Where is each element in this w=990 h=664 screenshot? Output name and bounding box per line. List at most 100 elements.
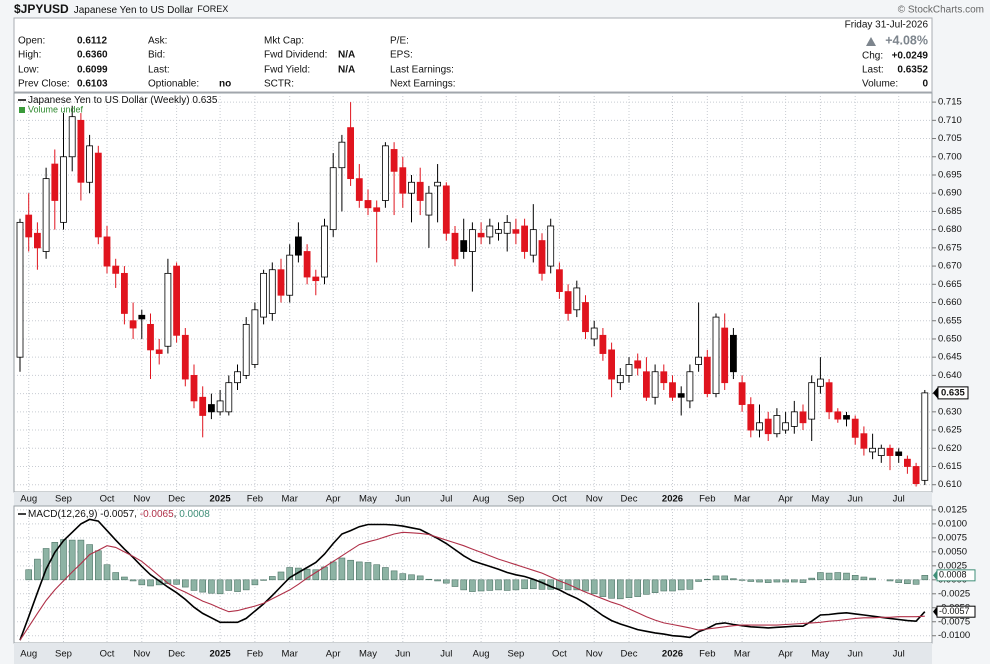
histogram-bar [756,579,763,583]
candle-body [155,349,163,354]
legend-title: Japanese Yen to US Dollar (Weekly) [28,95,190,106]
x-tick-label: Feb [247,649,263,660]
histogram-bar [695,579,702,582]
y-tick-label: 0.620 [938,443,962,454]
histogram-bar [51,542,59,581]
macd-panel [13,505,933,644]
quote-date: Friday 31-Jul-2026 [845,20,929,31]
histogram-bar [521,579,528,590]
histogram-bar [590,579,598,595]
candle-body [599,334,607,354]
candle-body [60,156,67,223]
histogram-bar [660,579,668,592]
candle-body [390,149,398,172]
histogram-bar [721,575,729,581]
x-tick-label: Jul [440,649,452,660]
quote-fields: Open: 0.6112 High: 0.6360 Low: 0.6099 Prev Clo… [18,36,928,90]
candle-body [503,221,511,234]
x-tick-label: Sep [55,649,72,660]
histogram-bar [147,579,154,587]
histogram-bar [712,575,720,581]
field-label: Bid: [148,50,165,61]
candle-body [538,240,546,274]
x-tick-label: Feb [699,649,715,660]
candle-body [582,302,589,333]
x-tick-label: May [359,649,377,660]
y-tick-label: 0.645 [938,352,962,363]
histogram-bar [242,579,250,591]
x-tick-label: Dec [621,649,638,660]
candle-body [173,265,181,336]
source: © StockCharts.com [898,5,984,16]
symbol-line: $JPYUSD Japanese Yen to US Dollar FOREX [14,2,228,16]
histogram-bar [582,579,589,592]
field-label: Optionable: [148,79,199,90]
date-strip [14,492,932,506]
x-tick-label: Apr [326,649,341,660]
x-tick-label: Mar [282,494,298,505]
histogram-bar [869,577,876,581]
price-box-label: 0.635 [941,387,965,398]
candle-body [643,371,650,398]
histogram-bar [112,572,119,581]
candle-body [190,374,198,402]
candle-body [442,185,450,234]
candle-body [121,272,128,314]
x-tick-label: May [811,649,829,660]
candle-body [825,382,833,413]
macd-legend: MACD(12,26,9) -0.0057, -0.0065, 0.0008 [28,509,210,520]
histogram-bar [399,573,407,581]
x-tick-label: Nov [586,494,603,505]
candle-body [512,229,520,234]
y-tick-label: 0.630 [938,406,962,417]
histogram-bar [216,579,224,595]
candle-body [147,323,154,351]
histogram-bar [373,564,381,581]
legend-histogram: 0.0008 [179,509,210,520]
histogram-bar [529,579,537,590]
histogram-bar [303,568,311,581]
candle-body [738,382,746,405]
x-tick-label: Oct [100,494,115,505]
histogram-bar [60,539,67,581]
x-tick-label: Mar [734,494,750,505]
histogram-bar [834,572,842,581]
x-tick-label: Oct [552,649,567,660]
histogram-bar [382,567,389,581]
histogram-bar [573,579,581,591]
histogram-bar [182,579,189,588]
candle-body [451,232,459,260]
histogram-bar [451,579,459,587]
candle-body [904,458,911,467]
x-tick-label: 2026 [662,649,683,660]
candle-body [68,116,76,158]
candle-body [625,364,633,376]
candle-body [399,167,407,194]
candle-body [790,411,798,427]
x-tick-label: May [811,494,829,505]
summary-value: +0.0249 [892,51,929,62]
histogram-bar [503,579,511,591]
x-tick-label: 2026 [662,494,683,505]
candle-body [547,225,555,267]
y-tick-label: 0.640 [938,370,962,381]
value-box-label: 0.0008 [939,570,967,580]
histogram-bar [625,579,633,599]
x-tick-label: May [359,494,377,505]
histogram-bar [86,544,93,581]
histogram-bar [817,572,824,581]
x-tick-label: Jun [395,494,410,505]
x-tick-label: Aug [473,494,490,505]
field-value: 0.6112 [77,36,107,47]
candle-body [616,374,624,384]
candle-body [521,225,528,252]
x-tick-label: 2025 [210,494,232,505]
candle-body [773,415,781,435]
candle-body [486,225,494,238]
histogram-bar [268,576,276,581]
y-tick-label: 0.615 [938,461,962,472]
y-tick-label: 0.715 [938,97,962,108]
histogram-bar [686,579,694,590]
candle-body [199,396,207,416]
histogram-bar [355,561,363,581]
